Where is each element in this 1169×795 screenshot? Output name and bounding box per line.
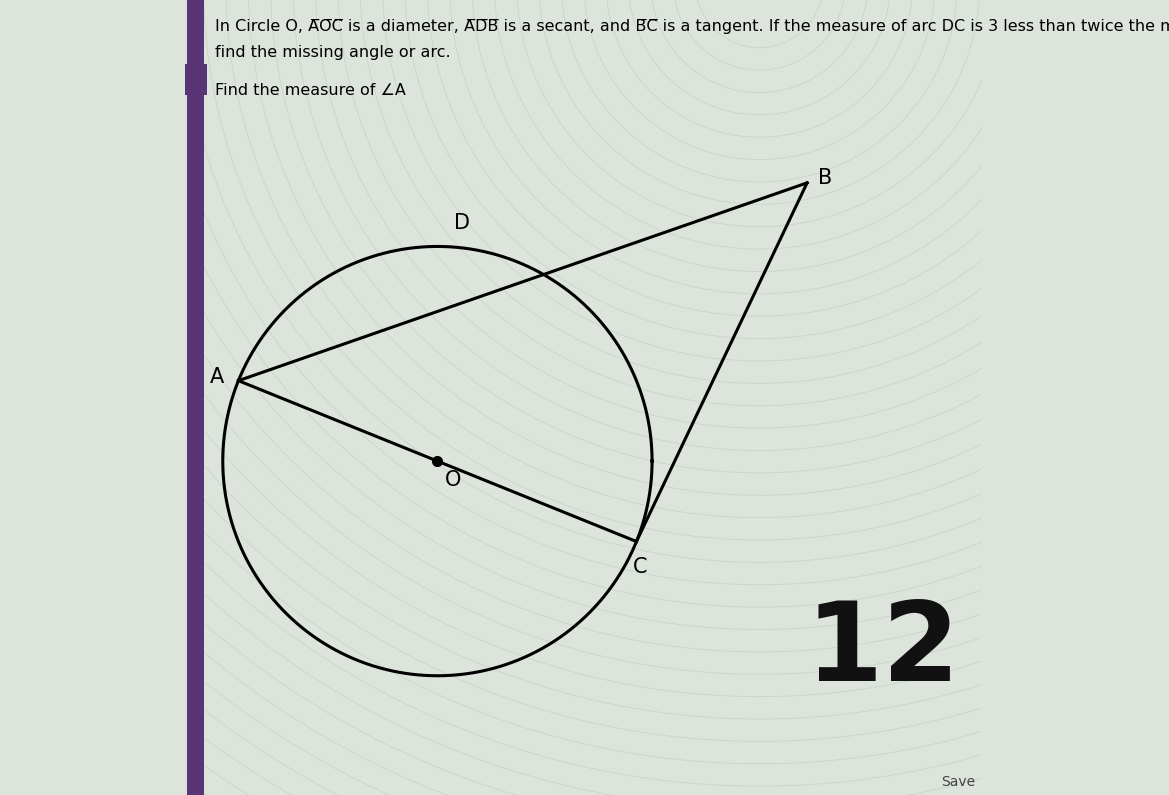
- Text: find the missing angle or arc.: find the missing angle or arc.: [215, 45, 450, 60]
- Text: C: C: [632, 557, 648, 577]
- Bar: [187, 0, 205, 795]
- Text: D: D: [454, 213, 470, 233]
- Text: 12: 12: [805, 596, 960, 704]
- Text: In Circle O, A̅O̅C̅ is a diameter, A̅D̅B̅ is a secant, and B̅C̅ is a tangent. If: In Circle O, A̅O̅C̅ is a diameter, A̅D̅B…: [215, 19, 1169, 34]
- Text: O: O: [444, 470, 461, 490]
- Text: B: B: [817, 168, 832, 188]
- Text: Save: Save: [941, 774, 976, 789]
- Text: A: A: [210, 367, 224, 387]
- Text: Find the measure of ∠A: Find the measure of ∠A: [215, 83, 406, 98]
- Bar: [185, 64, 207, 95]
